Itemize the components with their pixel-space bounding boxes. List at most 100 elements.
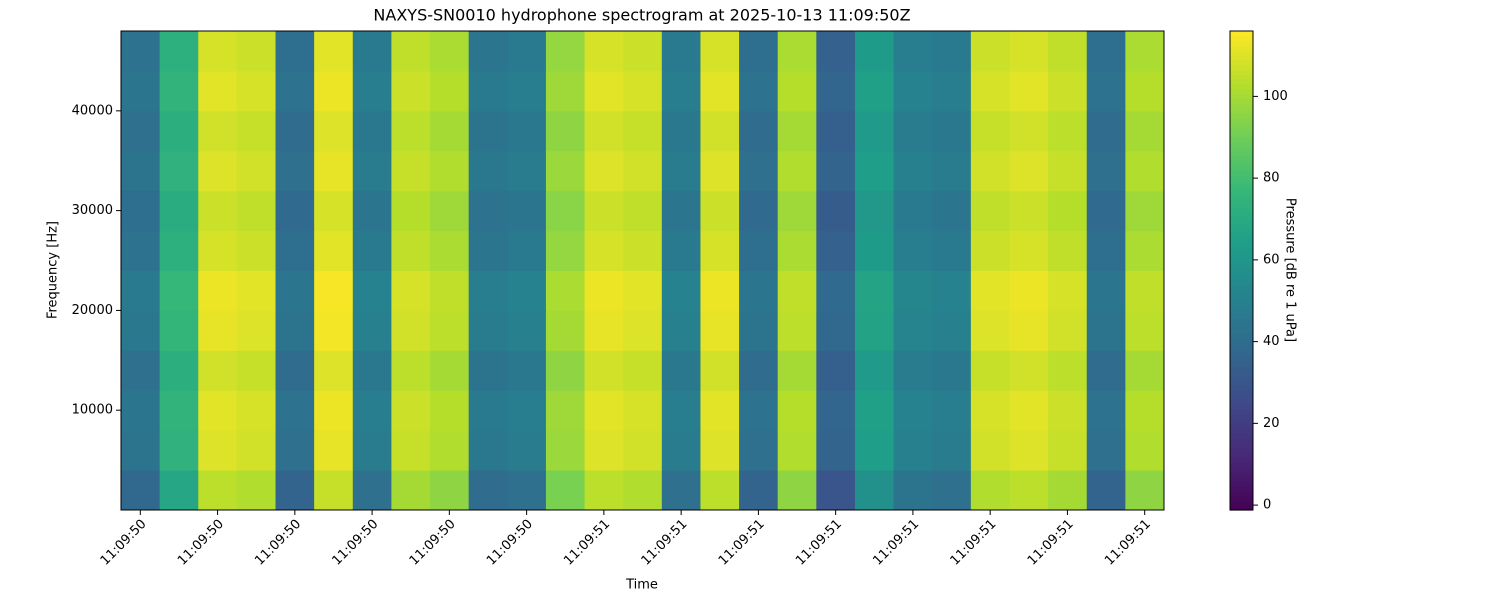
colorbar-segment	[1230, 64, 1253, 70]
heatmap-cell	[777, 31, 817, 72]
heatmap-cell	[236, 190, 277, 232]
colorbar-segment	[1230, 466, 1253, 473]
heatmap-cell	[121, 350, 161, 391]
chart-title: NAXYS-SN0010 hydrophone spectrogram at 2…	[373, 6, 910, 25]
y-tick-label: 10000	[72, 403, 113, 418]
colorbar-segment	[1230, 145, 1253, 152]
heatmap-cell	[352, 150, 392, 192]
heatmap-cell	[1048, 470, 1088, 511]
heatmap-cell	[932, 310, 972, 351]
heatmap-cell	[275, 230, 315, 271]
heatmap-cell	[854, 150, 895, 192]
colorbar-segment	[1230, 122, 1253, 128]
colorbar-segment	[1230, 500, 1253, 506]
heatmap-cell	[545, 31, 586, 72]
heatmap-cell	[236, 430, 277, 471]
heatmap-cell	[970, 31, 1010, 72]
x-tick-label: 11:09:51	[870, 517, 922, 569]
heatmap-cell	[1048, 350, 1088, 391]
colorbar-segment	[1230, 150, 1253, 157]
heatmap-cell	[661, 110, 701, 152]
heatmap-cell	[932, 110, 972, 152]
colorbar-segment	[1230, 385, 1253, 391]
heatmap-cell	[159, 390, 199, 431]
heatmap-cell	[739, 110, 779, 152]
heatmap-cell	[545, 230, 586, 271]
heatmap-cell	[545, 470, 586, 511]
heatmap-cell	[893, 390, 933, 431]
colorbar-segment	[1230, 193, 1253, 200]
colorbar-segment	[1230, 486, 1253, 492]
x-tick-label: 11:09:51	[948, 517, 1000, 569]
heatmap-cell	[430, 230, 470, 271]
heatmap-cell	[854, 270, 895, 311]
heatmap-cell	[545, 390, 586, 431]
heatmap-cell	[893, 190, 933, 232]
heatmap-cell	[893, 230, 933, 271]
heatmap-cell	[314, 270, 354, 311]
heatmap-cell	[545, 150, 586, 192]
colorbar-segment	[1230, 418, 1253, 425]
heatmap-cell	[623, 190, 663, 232]
heatmap-cell	[661, 470, 701, 511]
colorbar-segment	[1230, 404, 1253, 411]
heatmap-cell	[816, 350, 856, 391]
heatmap-cell	[1125, 350, 1165, 391]
colorbar-segment	[1230, 126, 1253, 133]
heatmap-cell	[236, 390, 277, 431]
heatmap-cell	[700, 110, 740, 152]
colorbar-segment	[1230, 256, 1253, 262]
heatmap-cell	[700, 310, 740, 351]
plot-frame	[120, 30, 1165, 511]
heatmap-cell	[198, 310, 238, 351]
heatmap-cell	[430, 190, 470, 232]
heatmap-cell	[352, 430, 392, 471]
colorbar-segment	[1230, 399, 1253, 406]
colorbar-segment	[1230, 433, 1253, 439]
heatmap-cell	[352, 270, 392, 311]
heatmap-cell	[507, 230, 547, 271]
heatmap-cell	[932, 390, 972, 431]
heatmap-cell	[816, 190, 856, 232]
heatmap-cell	[468, 350, 508, 391]
heatmap-cell	[275, 310, 315, 351]
heatmap-cell	[816, 310, 856, 351]
x-tick-label: 11:09:51	[1025, 517, 1077, 569]
heatmap-cell	[391, 310, 431, 351]
heatmap-cell	[816, 430, 856, 471]
colorbar-segment	[1230, 414, 1253, 420]
colorbar-segment	[1230, 356, 1253, 363]
heatmap-cell	[314, 31, 354, 72]
heatmap-cell	[777, 230, 817, 271]
heatmap-cell	[854, 230, 895, 271]
heatmap-cell	[932, 230, 972, 271]
heatmap-cell	[854, 110, 895, 152]
heatmap-cell	[1048, 390, 1088, 431]
colorbar-tick-label: 60	[1263, 252, 1280, 267]
heatmap-cell	[816, 110, 856, 152]
heatmap-cell	[739, 190, 779, 232]
heatmap-cell	[623, 350, 663, 391]
colorbar-segment	[1230, 131, 1253, 137]
colorbar-tick-label: 80	[1263, 171, 1280, 186]
colorbar-segment	[1230, 490, 1253, 497]
heatmap-cell	[314, 470, 354, 511]
heatmap-cell	[1009, 270, 1049, 311]
heatmap-cell	[507, 110, 547, 152]
colorbar-segment	[1230, 74, 1253, 80]
colorbar-segment	[1230, 366, 1253, 372]
colorbar-segment	[1230, 189, 1253, 195]
heatmap-cell	[507, 31, 547, 72]
heatmap-cell	[661, 150, 701, 192]
heatmap-cell	[777, 70, 817, 112]
colorbar-segment	[1230, 141, 1253, 147]
colorbar-segment	[1230, 93, 1253, 99]
heatmap-cell	[430, 430, 470, 471]
heatmap-cell	[352, 390, 392, 431]
colorbar-segment	[1230, 395, 1253, 401]
colorbar-segment	[1230, 31, 1253, 37]
heatmap-cell	[739, 70, 779, 112]
heatmap-cell	[468, 70, 508, 112]
heatmap-cell	[121, 470, 161, 511]
heatmap-cell	[970, 150, 1010, 192]
